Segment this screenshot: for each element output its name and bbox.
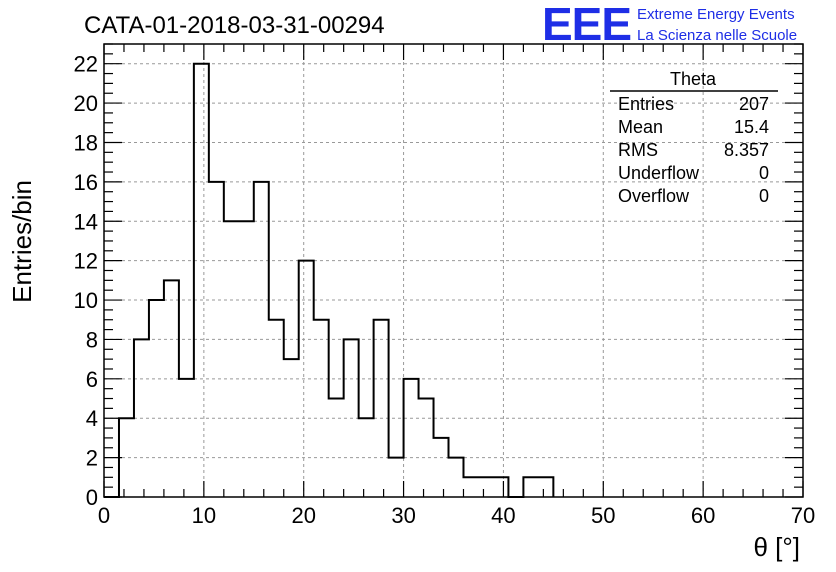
x-tick-label: 20 — [291, 503, 315, 528]
histogram-bin — [164, 280, 179, 497]
y-tick-label: 4 — [86, 406, 98, 431]
histogram-bin — [299, 261, 314, 497]
y-tick-label: 6 — [86, 367, 98, 392]
histogram-bin — [374, 320, 389, 497]
logo-line-2: La Scienza nelle Scuole — [637, 27, 797, 44]
stats-row-value: 207 — [739, 94, 769, 114]
stats-row-label: Overflow — [618, 186, 690, 206]
x-tick-label: 0 — [98, 503, 110, 528]
x-tick-label: 60 — [691, 503, 715, 528]
histogram-bin — [284, 359, 299, 497]
histogram-bin — [269, 320, 284, 497]
histogram-bin — [389, 458, 404, 497]
eee-logo: EEE — [542, 0, 631, 50]
y-tick-label: 12 — [74, 249, 98, 274]
logo-line-1: Extreme Energy Events — [637, 6, 795, 23]
histogram-bin — [194, 64, 209, 497]
histogram-bin — [449, 458, 464, 497]
histogram-bin — [523, 477, 538, 497]
histogram-bin — [463, 477, 478, 497]
stats-row-label: Underflow — [618, 163, 700, 183]
histogram-bars — [104, 62, 555, 498]
y-tick-label: 2 — [86, 446, 98, 471]
y-tick-label: 14 — [74, 209, 98, 234]
y-tick-label: 20 — [74, 91, 98, 116]
x-tick-label: 40 — [491, 503, 515, 528]
histogram-bin — [314, 320, 329, 497]
y-tick-label: 8 — [86, 327, 98, 352]
stats-row-label: RMS — [618, 140, 658, 160]
histogram-bin — [404, 379, 419, 497]
x-tick-label: 30 — [391, 503, 415, 528]
histogram-bin — [493, 477, 508, 497]
grid-lines — [104, 44, 803, 497]
y-axis-title: Entries/bin — [7, 180, 37, 303]
histogram-bin — [538, 477, 553, 497]
histogram-outline — [104, 62, 555, 498]
axis-ticks — [103, 43, 804, 498]
y-tick-label: 0 — [86, 485, 98, 510]
stats-row-value: 8.357 — [724, 140, 769, 160]
histogram-bin — [478, 477, 493, 497]
stats-rows: Entries 207 Mean 15.4 RMS 8.357 Underflow 0 Over… — [618, 94, 769, 206]
stats-box: Theta Entries 207 Mean 15.4 RMS 8.357 Underflo… — [610, 69, 778, 206]
stats-row-label: Mean — [618, 117, 663, 137]
x-tick-label: 50 — [591, 503, 615, 528]
y-tick-label: 10 — [74, 288, 98, 313]
histogram-bin — [239, 221, 254, 497]
stats-row-value: 0 — [759, 186, 769, 206]
stats-row-value: 0 — [759, 163, 769, 183]
histogram-bin — [434, 438, 449, 497]
histogram-bin — [209, 182, 224, 497]
histogram-bin — [419, 399, 434, 497]
x-tick-label: 70 — [791, 503, 815, 528]
histogram-bin — [329, 399, 344, 497]
stats-row-label: Entries — [618, 94, 674, 114]
histogram-bin — [149, 300, 164, 497]
histogram-bin — [359, 418, 374, 497]
y-tick-label: 18 — [74, 130, 98, 155]
histogram-bin — [179, 379, 194, 497]
x-tick-label: 10 — [192, 503, 216, 528]
histogram-bin — [224, 221, 239, 497]
x-axis-title: θ [°] — [753, 532, 800, 562]
stats-title: Theta — [670, 69, 717, 89]
chart-title: CATA-01-2018-03-31-00294 — [84, 12, 385, 39]
stats-row-value: 15.4 — [734, 117, 769, 137]
y-tick-label: 16 — [74, 170, 98, 195]
y-tick-label: 22 — [74, 52, 98, 77]
tick-labels: 0 10 20 30 40 50 60 70 0 2 4 6 8 10 12 14 16 18 20 22 — [74, 52, 816, 528]
